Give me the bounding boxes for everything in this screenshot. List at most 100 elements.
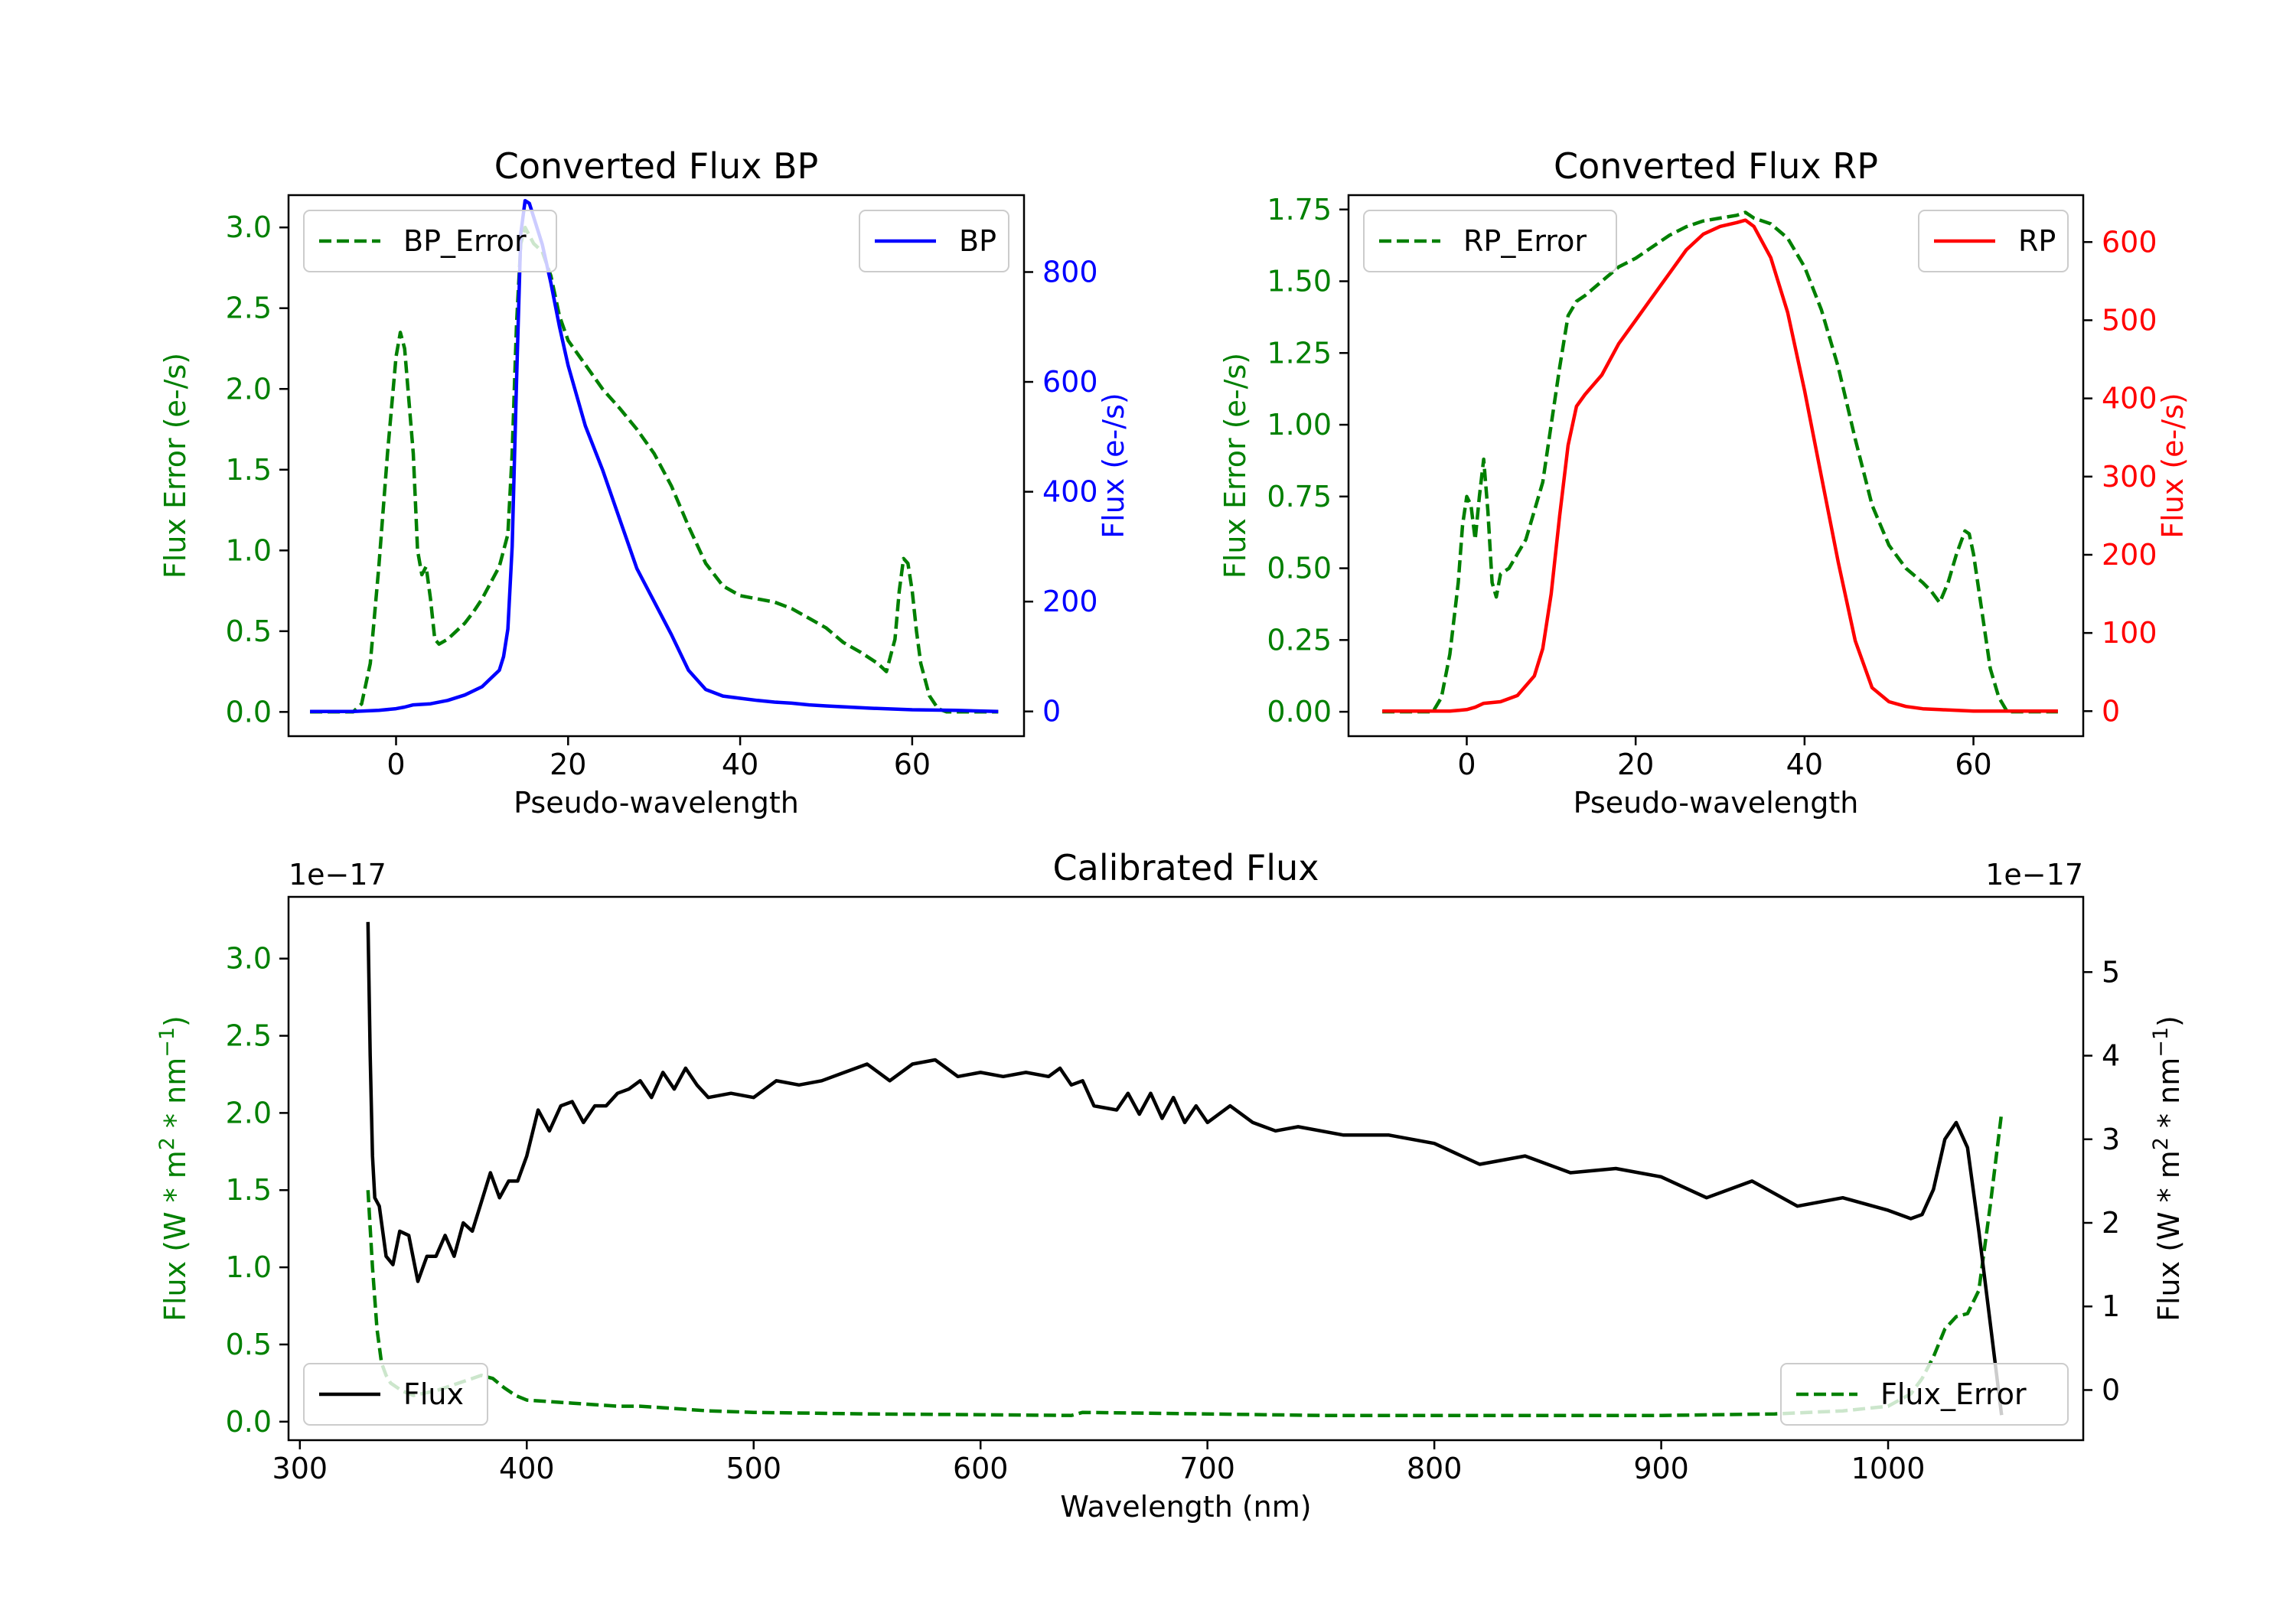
- right-tick-label: 0: [2102, 1373, 2120, 1407]
- right-tick-label: 1: [2102, 1289, 2120, 1323]
- right-offset-text: 1e−17: [1985, 858, 2083, 892]
- x-tick-label: 600: [953, 1452, 1009, 1485]
- right-axis-label: Flux (e-/s): [1097, 393, 1130, 538]
- left-tick-label: 3.0: [226, 942, 272, 976]
- series-line-flux: [366, 921, 2004, 1416]
- right-tick-label: 2: [2102, 1206, 2120, 1240]
- x-tick-label: 0: [386, 748, 405, 781]
- x-axis-label: Pseudo-wavelength: [514, 786, 799, 820]
- left-tick-label: 1.5: [226, 453, 272, 487]
- x-tick-label: 40: [1786, 748, 1823, 781]
- left-axis-label: Flux (W * m2 * nm−1): [155, 1015, 193, 1322]
- x-tick-label: 900: [1633, 1452, 1689, 1485]
- left-tick-label: 1.25: [1267, 336, 1332, 370]
- series-line-rp-error: [1382, 210, 2058, 714]
- left-tick-label: 1.00: [1267, 408, 1332, 442]
- series-line-bp: [310, 198, 999, 713]
- left-tick-label: 1.75: [1267, 193, 1332, 227]
- right-axis-label: Flux (e-/s): [2156, 393, 2190, 538]
- left-tick-label: 2.5: [226, 1019, 272, 1053]
- right-tick-label: 200: [2102, 538, 2157, 572]
- x-axis-label: Pseudo-wavelength: [1574, 786, 1859, 820]
- chart-title: Converted Flux BP: [494, 145, 819, 187]
- legend-label: Flux: [403, 1377, 464, 1411]
- right-tick-label: 500: [2102, 303, 2157, 337]
- right-tick-label: 4: [2102, 1039, 2120, 1073]
- legend-label: BP_Error: [403, 224, 527, 258]
- x-tick-label: 20: [1617, 748, 1654, 781]
- left-tick-label: 1.0: [226, 1250, 272, 1284]
- right-tick-label: 800: [1042, 255, 1098, 288]
- legend-box: [303, 210, 557, 272]
- x-tick-label: 0: [1457, 748, 1476, 781]
- chart-panel-3: Calibrated Flux 300 400 500 600 700 800 900 1000…: [155, 847, 2187, 1524]
- series-line-rp: [1382, 218, 2058, 713]
- right-tick-label: 5: [2102, 955, 2120, 989]
- x-axis-label: Wavelength (nm): [1060, 1490, 1311, 1524]
- plot-frame: [1347, 194, 2085, 738]
- x-tick-label: 400: [499, 1452, 555, 1485]
- left-tick-label: 2.0: [226, 1096, 272, 1129]
- left-tick-label: 0.25: [1267, 623, 1332, 657]
- legend-box: [303, 1363, 488, 1426]
- legend-label: Flux_Error: [1880, 1377, 2027, 1411]
- plot-frame: [287, 895, 2085, 1442]
- right-tick-label: 400: [1042, 475, 1098, 509]
- x-tick-label: 60: [894, 748, 931, 781]
- left-axis-label: Flux Error (e-/s): [158, 353, 192, 579]
- legend-flux-error: Flux_Error: [1780, 1363, 2069, 1426]
- right-tick-label: 200: [1042, 585, 1098, 618]
- chart-title: Calibrated Flux: [1053, 847, 1319, 888]
- legend-bp: BP: [859, 210, 1009, 272]
- right-tick-label: 0: [1042, 695, 1061, 729]
- plot-area: [1382, 210, 2058, 714]
- plot-frame: [287, 194, 1026, 738]
- legend-bp-error: BP_Error: [303, 210, 557, 272]
- left-tick-label: 0.00: [1267, 695, 1332, 729]
- x-tick-label: 500: [726, 1452, 781, 1485]
- right-tick-label: 300: [2102, 460, 2157, 494]
- legend-label: BP: [959, 224, 996, 258]
- right-axis-label: Flux (W * m2 * nm−1): [2149, 1015, 2187, 1322]
- legend-label: RP: [2018, 224, 2056, 258]
- right-tick-label: 3: [2102, 1123, 2120, 1156]
- chart-panel-1: Converted Flux BP 0 20 40 60 Pseudo-wavelengt…: [158, 145, 1130, 820]
- legend-flux: Flux: [303, 1363, 488, 1426]
- left-axis-label: Flux Error (e-/s): [1218, 353, 1252, 579]
- left-tick-label: 1.5: [226, 1173, 272, 1207]
- left-tick-label: 0.5: [226, 1328, 272, 1361]
- left-tick-label: 1.50: [1267, 265, 1332, 298]
- x-tick-label: 700: [1179, 1452, 1235, 1485]
- right-tick-label: 100: [2102, 616, 2157, 650]
- x-tick-label: 40: [722, 748, 758, 781]
- left-tick-label: 2.5: [226, 292, 272, 325]
- left-tick-label: 0.0: [226, 1405, 272, 1439]
- left-tick-label: 0.75: [1267, 480, 1332, 513]
- x-tick-label: 60: [1955, 748, 1991, 781]
- left-tick-label: 1.0: [226, 533, 272, 567]
- left-tick-label: 3.0: [226, 210, 272, 244]
- left-tick-label: 0.5: [226, 614, 272, 648]
- left-offset-text: 1e−17: [289, 858, 386, 892]
- right-tick-label: 600: [1042, 365, 1098, 399]
- legend-box: [1363, 210, 1617, 272]
- chart-panel-2: Converted Flux RP 0 20 40 60 Pseudo-wavelengt…: [1218, 145, 2190, 820]
- legend-box: [1780, 1363, 2069, 1426]
- x-tick-label: 300: [272, 1452, 328, 1485]
- right-tick-label: 400: [2102, 382, 2157, 416]
- x-tick-label: 800: [1407, 1452, 1463, 1485]
- left-tick-label: 0.0: [226, 695, 272, 729]
- x-tick-label: 20: [550, 748, 586, 781]
- legend-rp: RP: [1918, 210, 2069, 272]
- series-line-bp-error: [310, 225, 999, 714]
- left-tick-label: 2.0: [226, 372, 272, 406]
- chart-title: Converted Flux RP: [1554, 145, 1878, 187]
- right-tick-label: 0: [2102, 694, 2120, 728]
- legend-rp-error: RP_Error: [1363, 210, 1617, 272]
- plot-area: [310, 198, 999, 714]
- right-tick-label: 600: [2102, 225, 2157, 259]
- legend-label: RP_Error: [1463, 224, 1587, 258]
- x-tick-label: 1000: [1851, 1452, 1926, 1485]
- left-tick-label: 0.50: [1267, 552, 1332, 585]
